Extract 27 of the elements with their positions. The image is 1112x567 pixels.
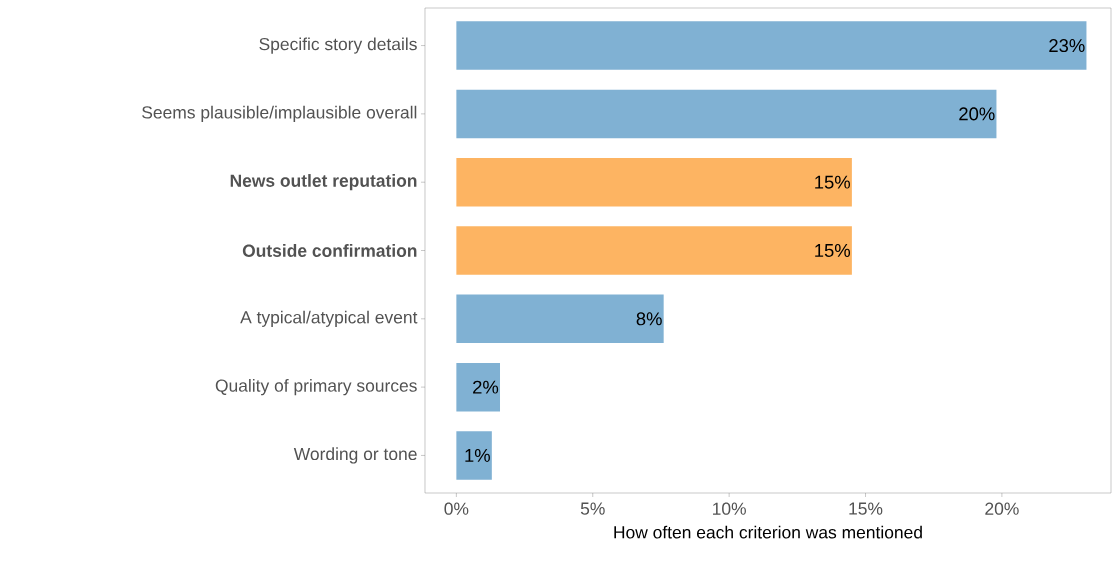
data-label: 15% [815, 175, 851, 189]
bar [456, 294, 664, 344]
data-label: 8% [636, 312, 662, 326]
bar [456, 362, 501, 412]
x-tick-label: 10% [713, 502, 746, 515]
y-tick-label: Specific story details [259, 37, 417, 54]
bar [456, 431, 492, 480]
data-label: 2% [473, 380, 499, 394]
data-label: 20% [959, 107, 995, 121]
y-tick-label: News outlet reputation [230, 174, 417, 191]
bar [456, 157, 852, 207]
data-label: 23% [1049, 39, 1085, 53]
x-tick-label: 15% [849, 502, 883, 515]
x-axis-title: How often each criterion was mentioned [614, 525, 922, 539]
x-tick-label: 20% [985, 502, 1019, 515]
bar [456, 89, 997, 139]
y-tick-label: Outside confirmation [242, 244, 417, 257]
y-tick-label: A typical/atypical event [240, 310, 418, 327]
x-tick-label: 5% [580, 502, 605, 515]
bar [456, 21, 1087, 70]
y-tick-label: Wording or tone [293, 447, 417, 464]
data-label: 1% [465, 448, 490, 462]
y-tick-label: Quality of primary sources [215, 378, 417, 396]
y-tick-label: Seems plausible/implausible overall [142, 105, 417, 123]
x-tick-label: 0% [444, 502, 469, 515]
bar [456, 226, 852, 275]
data-label: 15% [815, 244, 851, 257]
